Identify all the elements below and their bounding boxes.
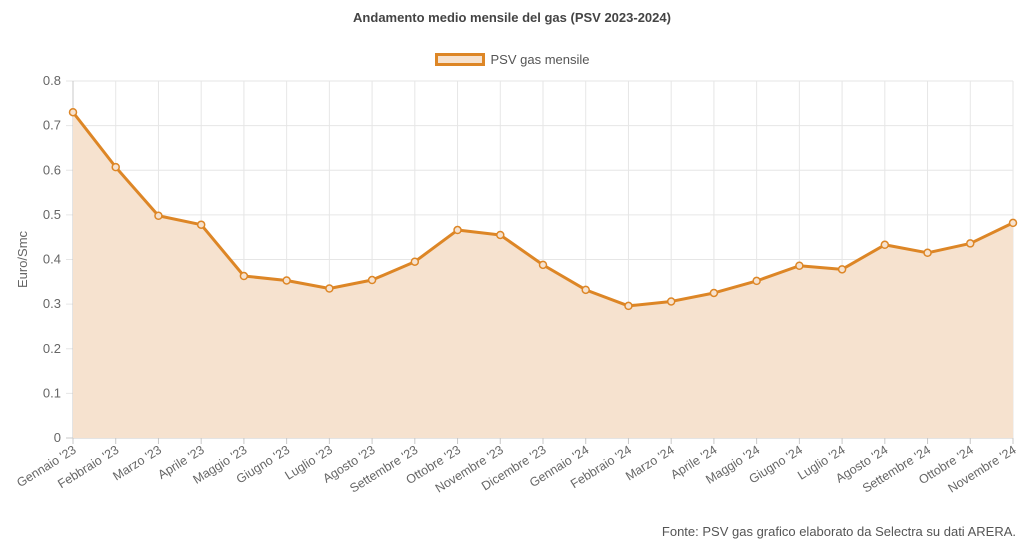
data-point[interactable]: [453, 225, 462, 235]
source-note: Fonte: PSV gas grafico elaborato da Sele…: [661, 524, 1016, 539]
data-point[interactable]: [68, 107, 78, 117]
data-point[interactable]: [709, 288, 719, 298]
y-tick-label: 0.4: [43, 252, 61, 267]
data-point[interactable]: [154, 211, 163, 221]
data-point[interactable]: [752, 276, 761, 286]
legend-label: PSV gas mensile: [490, 52, 590, 67]
data-point[interactable]: [410, 257, 420, 266]
data-point[interactable]: [496, 230, 505, 240]
data-point[interactable]: [624, 301, 633, 311]
chart-title: Andamento medio mensile del gas (PSV 202…: [353, 10, 671, 25]
data-point[interactable]: [196, 220, 206, 229]
y-tick-label: 0.2: [43, 341, 61, 356]
chart-legend: PSV gas mensile: [0, 52, 1024, 71]
y-tick-label: 0.1: [43, 385, 61, 400]
data-point[interactable]: [367, 275, 377, 285]
legend-swatch: [434, 53, 485, 66]
y-tick-label: 0: [54, 430, 61, 445]
data-point[interactable]: [923, 248, 932, 258]
data-point[interactable]: [282, 276, 291, 285]
y-tick-label: 0.8: [43, 73, 61, 88]
x-tick-label: Marzo '24: [623, 443, 677, 484]
y-tick-label: 0.5: [43, 207, 61, 222]
data-point[interactable]: [880, 240, 890, 250]
y-axis-label: Euro/Smc: [15, 230, 30, 288]
y-tick-label: 0.7: [43, 118, 61, 133]
data-point[interactable]: [966, 239, 975, 248]
data-point[interactable]: [837, 265, 847, 274]
series-area: [73, 112, 1013, 439]
y-tick-label: 0.3: [43, 296, 61, 311]
data-point[interactable]: [1008, 218, 1018, 228]
data-point[interactable]: [795, 261, 804, 270]
data-point[interactable]: [666, 297, 676, 306]
data-point[interactable]: [239, 271, 249, 281]
data-point[interactable]: [581, 285, 590, 295]
data-point[interactable]: [111, 162, 120, 172]
legend-item[interactable]: PSV gas mensile: [434, 52, 590, 67]
data-point[interactable]: [325, 284, 334, 293]
data-point[interactable]: [538, 260, 548, 270]
y-tick-label: 0.6: [43, 162, 61, 177]
x-tick-label: Marzo '23: [110, 443, 164, 484]
